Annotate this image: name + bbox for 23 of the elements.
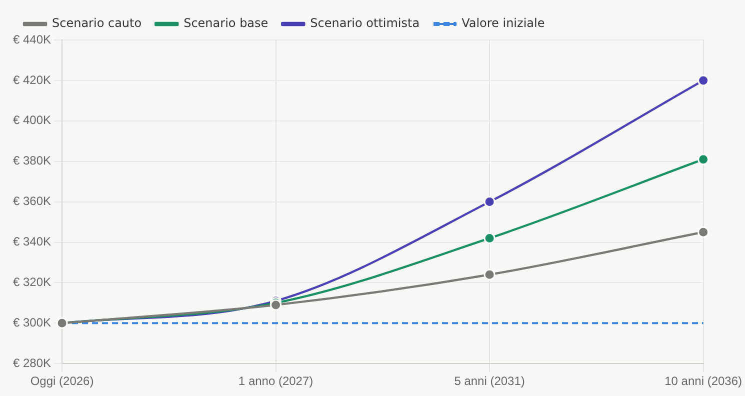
y-tick-label: € 300K <box>12 315 52 330</box>
y-tick-label: € 340K <box>12 234 52 249</box>
x-tick-label: 1 anno (2027) <box>238 374 314 388</box>
point <box>484 268 496 280</box>
point <box>698 226 710 238</box>
y-tick-label: € 380K <box>12 154 52 168</box>
y-tick-label: € 360K <box>12 194 52 208</box>
point <box>698 74 710 86</box>
point <box>698 154 710 166</box>
legend-label: Valore iniziale <box>462 16 545 30</box>
point <box>484 232 496 244</box>
y-tick-label: € 320K <box>12 275 52 290</box>
y-tick-label: € 400K <box>12 113 52 128</box>
x-tick-label: Oggi (2026) <box>30 374 94 388</box>
y-tick-label: € 440K <box>12 32 52 46</box>
point <box>484 196 496 208</box>
legend-label: Scenario base <box>184 16 268 30</box>
x-tick-label: 10 anni (2036) <box>664 374 742 388</box>
y-tick-label: € 280K <box>12 356 52 370</box>
legend-label: Scenario ottimista <box>310 16 420 30</box>
x-tick-label: 5 anni (2031) <box>454 374 525 388</box>
y-tick-label: € 420K <box>12 72 52 87</box>
legend-label: Scenario cauto <box>52 16 142 30</box>
